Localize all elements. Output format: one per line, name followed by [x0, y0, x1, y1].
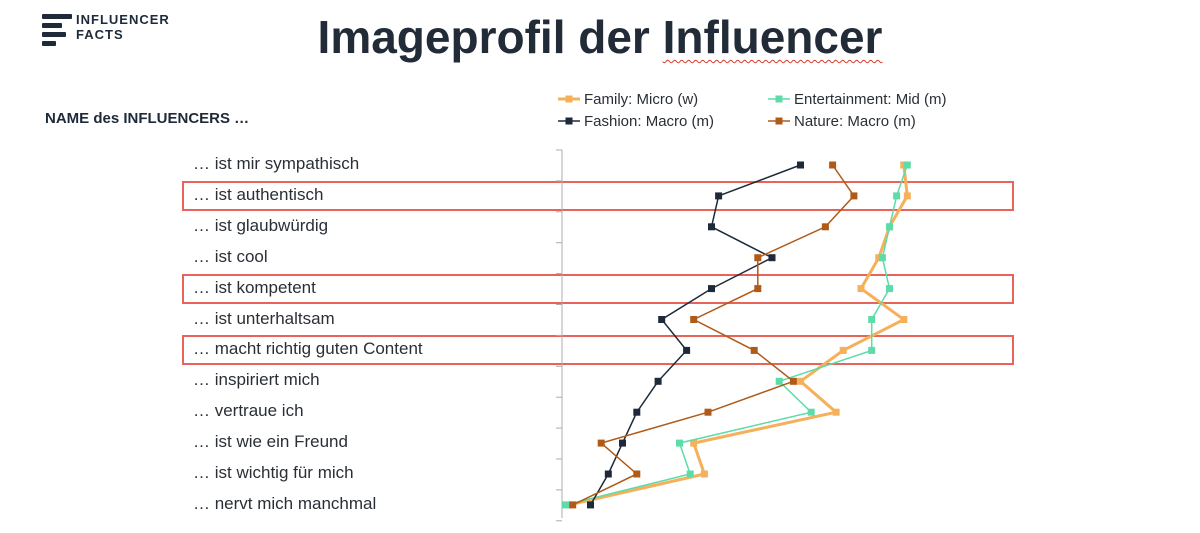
- data-point: [654, 377, 662, 385]
- data-point: [587, 501, 594, 509]
- data-point: [597, 439, 605, 447]
- legend-swatch-marker: [565, 117, 573, 125]
- data-point: [658, 316, 666, 323]
- data-point: [839, 346, 847, 354]
- data-point: [604, 470, 612, 478]
- data-point: [708, 285, 715, 293]
- category-label: … ist mir sympathisch: [193, 154, 360, 173]
- category-label: … ist cool: [193, 246, 268, 266]
- y-axis-label: NAME des INFLUENCERS …: [45, 110, 250, 127]
- data-point: [683, 346, 691, 354]
- data-point: [715, 192, 723, 200]
- category-label: … ist wichtig für mich: [193, 463, 354, 482]
- logo-wordmark: INFLUENCER FACTS: [76, 12, 170, 42]
- influencer-facts-logo: INFLUENCER FACTS: [42, 12, 202, 46]
- category-label: … nervt mich manchmal: [193, 493, 377, 513]
- data-point: [754, 254, 762, 262]
- data-point: [868, 346, 876, 354]
- logo-line2: FACTS: [76, 27, 124, 42]
- data-point: [903, 192, 911, 200]
- data-point: [875, 254, 883, 262]
- data-point: [750, 346, 758, 354]
- data-point: [704, 408, 712, 416]
- highlight-box: [182, 335, 1014, 366]
- data-point: [775, 377, 783, 385]
- title-part1: Imageprofil der: [317, 11, 663, 63]
- data-point: [868, 316, 876, 323]
- data-point: [690, 439, 698, 447]
- legend-swatch-marker: [775, 95, 783, 103]
- series-line: [565, 164, 909, 506]
- category-label: … ist authentisch: [193, 184, 324, 204]
- data-point: [832, 408, 840, 416]
- data-point: [708, 223, 715, 231]
- series-line: [572, 164, 855, 506]
- category-label: … ist unterhaltsam: [193, 308, 335, 328]
- data-point: [903, 161, 911, 169]
- series-line: [589, 164, 801, 506]
- page-title: Imageprofil der Influencer: [0, 10, 1200, 64]
- data-point: [562, 501, 570, 509]
- data-point: [797, 161, 804, 169]
- legend-label: Entertainment: Mid (m): [794, 91, 947, 108]
- legend-label: Nature: Macro (m): [794, 113, 916, 130]
- data-point: [878, 254, 886, 262]
- category-label: … ist wie ein Freund: [193, 432, 348, 452]
- logo-line1: INFLUENCER: [76, 12, 170, 27]
- category-label: … vertraue ich: [193, 401, 304, 421]
- title-part2: Influencer: [662, 11, 883, 63]
- category-label: … macht richtig guten Content: [193, 339, 423, 359]
- data-point: [633, 408, 641, 416]
- legend-swatch-marker: [565, 95, 573, 103]
- data-point: [893, 192, 901, 200]
- legend-swatch-marker: [775, 117, 783, 125]
- data-point: [789, 377, 797, 385]
- category-label: … ist kompetent: [193, 277, 316, 297]
- data-point: [686, 470, 694, 478]
- data-point: [829, 161, 837, 169]
- category-label: … ist glaubwürdig: [193, 215, 329, 235]
- data-point: [807, 408, 815, 416]
- data-point: [797, 377, 804, 385]
- category-label: … inspiriert mich: [193, 370, 320, 390]
- legend-label: Family: Micro (w): [584, 91, 698, 108]
- highlight-box: [182, 180, 1014, 211]
- data-point: [690, 316, 698, 323]
- data-point: [700, 470, 708, 478]
- data-point: [676, 439, 683, 447]
- data-point: [633, 470, 641, 478]
- data-point: [619, 439, 626, 447]
- data-point: [768, 254, 776, 262]
- data-point: [754, 285, 762, 293]
- data-point: [886, 223, 893, 231]
- data-point: [850, 192, 858, 200]
- data-point: [857, 285, 865, 293]
- series-line: [568, 164, 909, 507]
- data-point: [900, 316, 908, 323]
- highlight-box: [182, 273, 1014, 304]
- legend-label: Fashion: Macro (m): [584, 113, 714, 130]
- data-point: [821, 223, 829, 231]
- data-point: [886, 285, 893, 293]
- data-point: [569, 501, 577, 509]
